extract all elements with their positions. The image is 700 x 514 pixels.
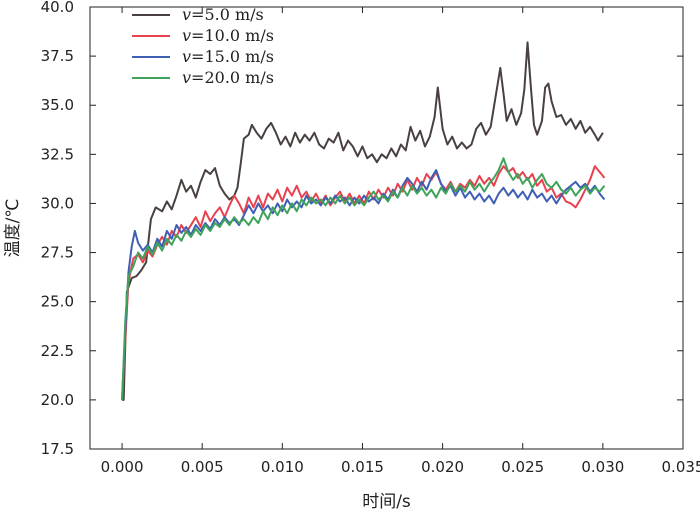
y-axis-title: 温度/℃: [3, 199, 23, 258]
series-line-3: [121, 169, 606, 400]
legend-label-rest: =10.0 m/s: [191, 26, 274, 45]
axes: 0.000 0.005 0.010 0.015 0.020 0.025 0.030 0.035…: [3, 0, 700, 512]
legend-label-var: v: [182, 26, 191, 45]
x-tick-label: 0.020: [421, 458, 464, 476]
legend-label-rest: =20.0 m/s: [191, 68, 274, 87]
legend-label-2: v=10.0 m/s: [182, 26, 274, 45]
x-axis-title: 时间/s: [362, 492, 411, 512]
x-tick-label: 0.000: [101, 458, 144, 476]
y-tick-label: 25.0: [41, 293, 74, 311]
legend: v=5.0 m/sv=10.0 m/sv=15.0 m/sv=20.0 m/s: [132, 5, 274, 87]
y-tick-label: 20.0: [41, 391, 74, 409]
series-line-4: [121, 157, 606, 400]
x-tick-label: 0.005: [181, 458, 224, 476]
series-line-2: [121, 165, 606, 400]
series-lines: [121, 41, 606, 401]
y-tick-label: 40.0: [41, 0, 74, 16]
x-tick-label: 0.015: [341, 458, 384, 476]
y-tick-label: 27.5: [41, 244, 74, 262]
legend-label-1: v=5.0 m/s: [182, 5, 264, 24]
y-tick-label: 17.5: [41, 440, 74, 458]
legend-label-var: v: [182, 68, 191, 87]
legend-label-rest: =15.0 m/s: [191, 47, 274, 66]
x-tick-label: 0.025: [501, 458, 544, 476]
y-tick-label: 35.0: [41, 96, 74, 114]
x-tick-label: 0.010: [261, 458, 304, 476]
legend-label-3: v=15.0 m/s: [182, 47, 274, 66]
legend-label-var: v: [182, 47, 191, 66]
x-tick-label: 0.030: [581, 458, 624, 476]
y-tick-label: 22.5: [41, 342, 74, 360]
legend-label-rest: =5.0 m/s: [191, 5, 264, 24]
y-tick-label: 32.5: [41, 145, 74, 163]
y-tick-label: 30.0: [41, 194, 74, 212]
plot-frame: [89, 6, 684, 450]
y-tick-label: 37.5: [41, 47, 74, 65]
legend-label-4: v=20.0 m/s: [182, 68, 274, 87]
series-line-1: [122, 41, 604, 401]
legend-label-var: v: [182, 5, 191, 24]
x-tick-label: 0.035: [662, 458, 700, 476]
